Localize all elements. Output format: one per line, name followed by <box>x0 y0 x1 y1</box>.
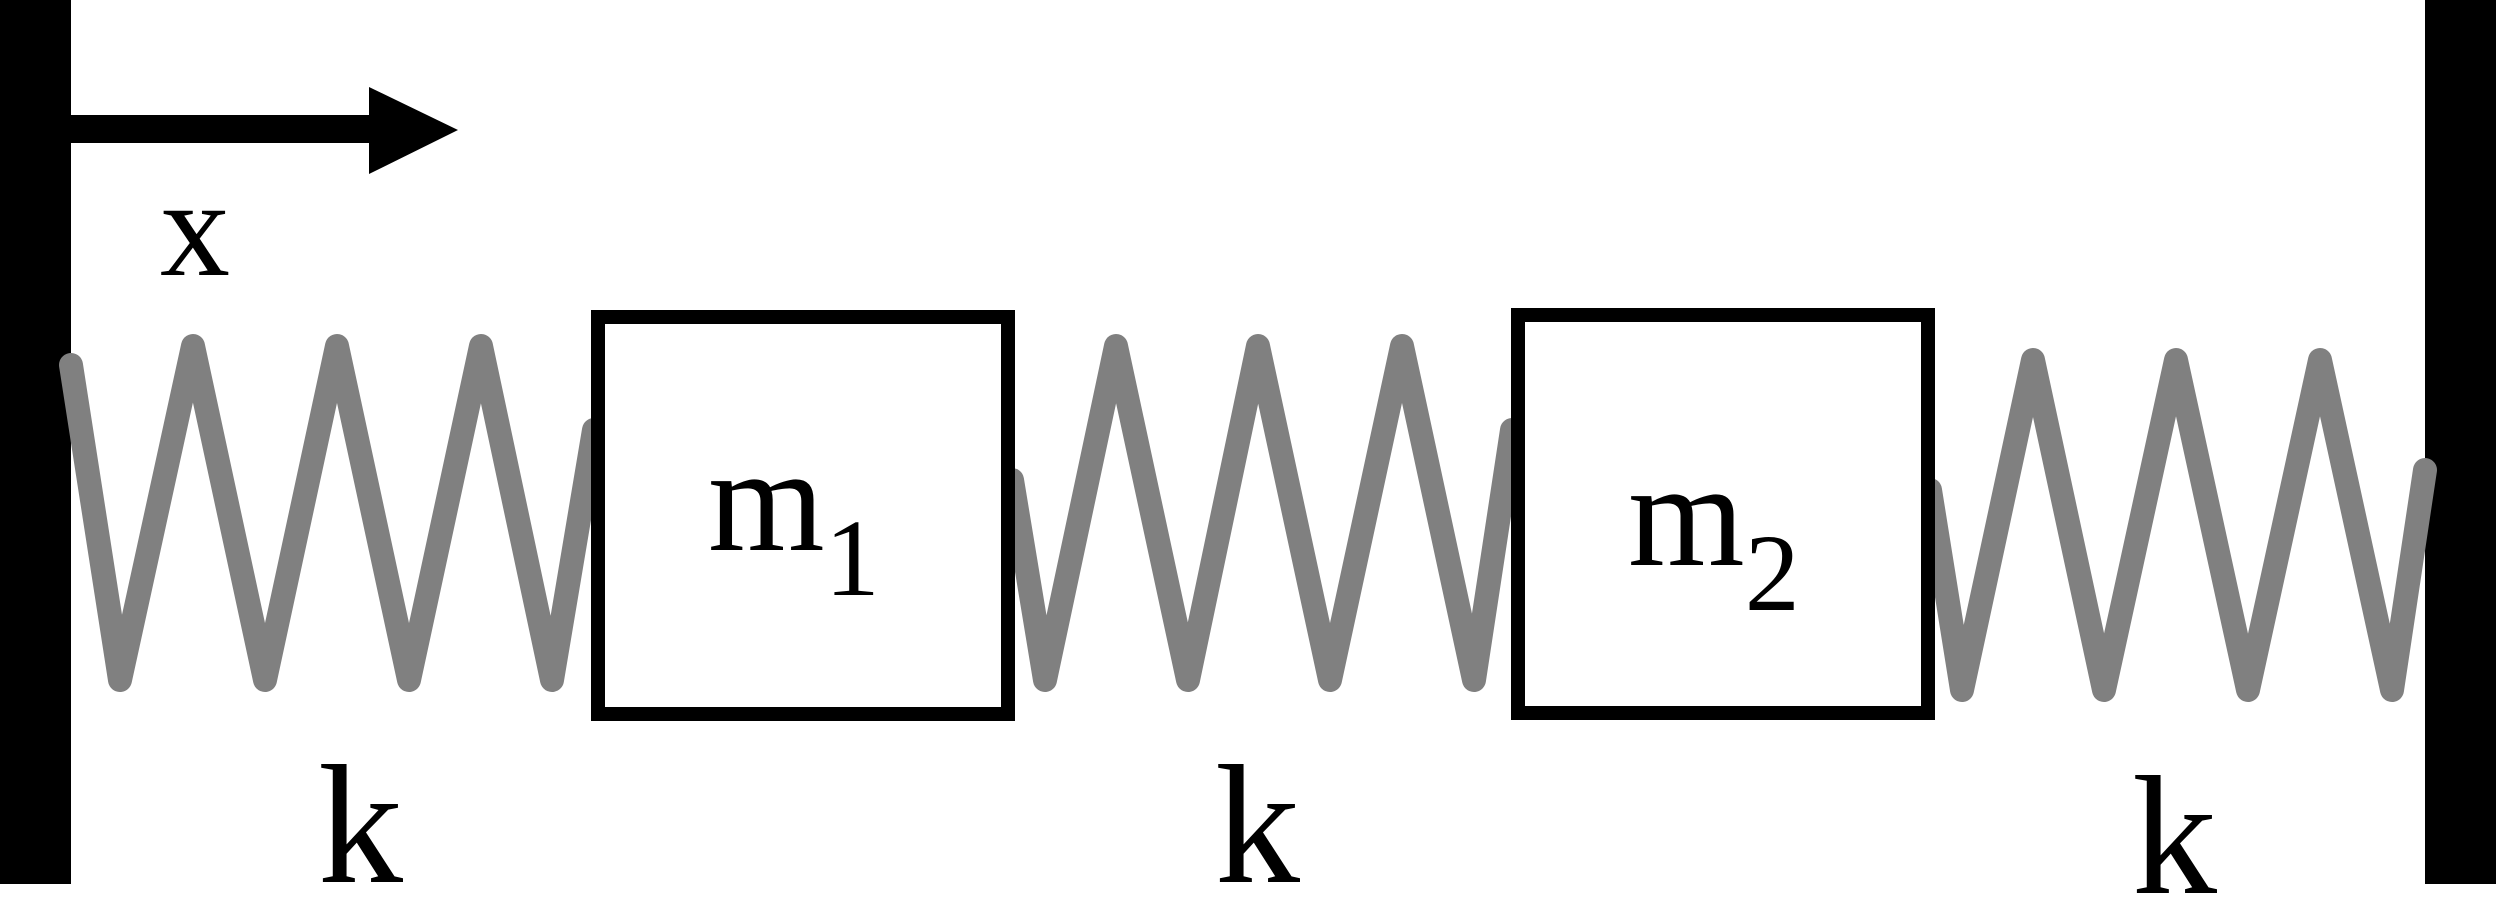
mass-1-symbol: m <box>708 417 825 583</box>
spring-middle <box>1000 334 1524 692</box>
spring-right <box>1918 348 2437 702</box>
mass-2-box <box>1511 308 1935 720</box>
axis-label: x <box>160 151 230 306</box>
mass-2-label: m2 <box>1628 432 1800 634</box>
spring-2-label: k <box>1215 731 1300 899</box>
right-wall <box>2425 0 2496 884</box>
mass-1-box <box>591 310 1015 721</box>
x-axis-arrow-icon <box>71 87 458 174</box>
spring-left <box>59 334 606 692</box>
mass-1-subscript: 1 <box>825 497 880 619</box>
spring-1-label: k <box>318 731 403 899</box>
mass-1-label: m1 <box>708 417 880 619</box>
spring-3-label: k <box>2132 742 2217 899</box>
left-wall <box>0 0 71 884</box>
mass-2-symbol: m <box>1628 432 1745 598</box>
mass-2-subscript: 2 <box>1745 512 1800 634</box>
